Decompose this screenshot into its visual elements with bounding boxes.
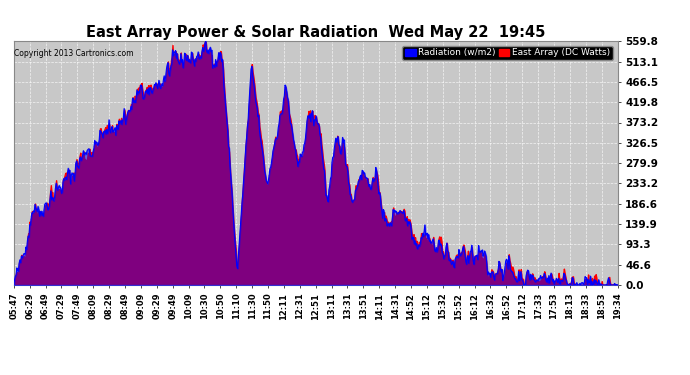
Title: East Array Power & Solar Radiation  Wed May 22  19:45: East Array Power & Solar Radiation Wed M… [86, 25, 545, 40]
Text: Copyright 2013 Cartronics.com: Copyright 2013 Cartronics.com [14, 49, 134, 58]
Legend: Radiation (w/m2), East Array (DC Watts): Radiation (w/m2), East Array (DC Watts) [402, 46, 613, 60]
